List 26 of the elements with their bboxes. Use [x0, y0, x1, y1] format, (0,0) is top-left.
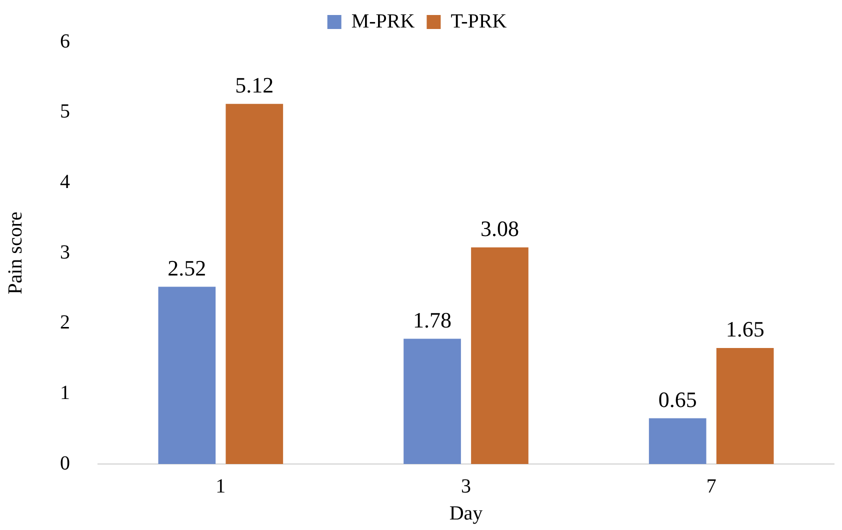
y-tick-label: 5: [60, 100, 70, 123]
x-tick-label: 1: [216, 475, 226, 498]
bar: [716, 348, 774, 464]
data-label: 5.12: [235, 72, 274, 98]
x-axis-title: Day: [449, 502, 483, 524]
data-label: 1.78: [413, 308, 452, 333]
legend-label: M-PRK: [351, 10, 416, 32]
y-tick-label: 4: [60, 170, 70, 193]
data-label: 0.65: [658, 387, 697, 412]
data-label: 2.52: [168, 256, 206, 281]
bar: [404, 338, 461, 464]
bar: [471, 247, 528, 464]
x-tick-label: 7: [706, 475, 716, 498]
legend-label: T-PRK: [450, 10, 508, 32]
y-tick-label: 1: [60, 382, 70, 404]
x-tick-label: 3: [461, 475, 471, 498]
data-label: 1.65: [726, 316, 764, 342]
y-tick-label: 0: [60, 452, 70, 474]
y-tick-label: 2: [60, 312, 70, 334]
y-axis-title: Pain score: [4, 212, 26, 294]
bar: [648, 418, 706, 464]
data-label: 3.08: [480, 216, 519, 242]
bar: [226, 104, 284, 464]
bar: [158, 286, 216, 464]
y-tick-label: 6: [60, 30, 70, 52]
y-tick-label: 3: [60, 241, 70, 264]
